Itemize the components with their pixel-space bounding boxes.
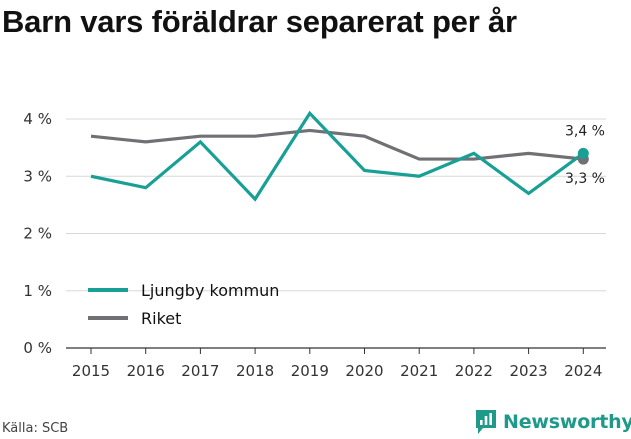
x-tick-label: 2024 [564, 362, 602, 380]
x-tick-label: 2022 [455, 362, 493, 380]
y-tick-label: 3 % [23, 167, 52, 185]
legend: Ljungby kommun Riket [88, 281, 279, 328]
gridlines [66, 118, 606, 354]
x-tick-label: 2016 [127, 362, 165, 380]
y-axis-tick-labels: 0 % 1 % 2 % 3 % 4 % [23, 110, 52, 357]
x-tick-label: 2018 [236, 362, 274, 380]
x-tick-label: 2020 [345, 362, 383, 380]
x-tick-label: 2023 [510, 362, 548, 380]
series-line-ljungby [90, 110, 585, 202]
y-tick-label: 0 % [23, 339, 52, 357]
data-series: 3,4 % 3,3 % [90, 110, 605, 202]
y-tick-label: 4 % [23, 110, 52, 128]
series-end-label: 3,3 % [565, 171, 605, 187]
x-tick-label: 2017 [181, 362, 219, 380]
x-tick-label: 2021 [400, 362, 438, 380]
y-tick-label: 1 % [23, 282, 52, 300]
brand-name: Newsworthy [503, 411, 631, 433]
legend-label: Ljungby kommun [141, 281, 279, 300]
source-note: Källa: SCB [2, 421, 69, 436]
x-tick-label: 2019 [291, 362, 329, 380]
x-tick-label: 2015 [72, 362, 110, 380]
series-line-riket [90, 128, 584, 161]
brand-logo-block[interactable]: Newsworthy [475, 408, 631, 436]
x-axis-tick-labels: 2015 2016 2017 2018 2019 2020 2021 2022 2023 2024 [72, 362, 602, 380]
chart-title: Barn vars föräldrar separerat per år [2, 4, 517, 39]
bar-chart-icon [476, 410, 496, 434]
legend-label: Riket [141, 309, 181, 328]
series-end-point [577, 147, 589, 159]
y-tick-label: 2 % [23, 225, 52, 243]
series-end-label: 3,4 % [565, 123, 605, 139]
